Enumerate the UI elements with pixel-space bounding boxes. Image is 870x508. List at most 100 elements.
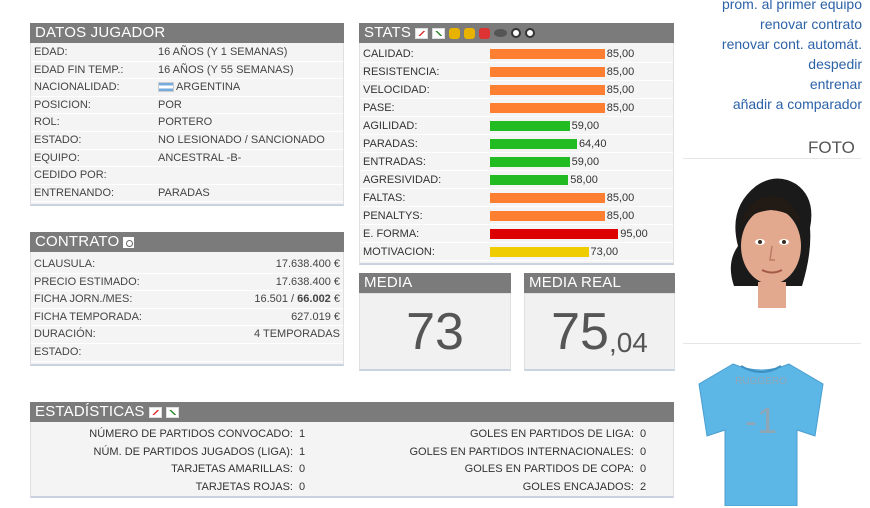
stat-value: 95,00	[620, 228, 648, 240]
media-real-panel: MEDIA REAL 75,04	[524, 273, 675, 371]
contract-row: FICHA JORN./MES: 16.501 / 66.002 €	[31, 291, 343, 309]
chart-icon[interactable]	[432, 27, 446, 39]
media-title: MEDIA	[364, 274, 413, 291]
panel-title: DATOS JUGADOR	[35, 24, 166, 41]
contract-row: DURACIÓN: 4 TEMPORADAS	[31, 326, 343, 344]
stat-value: 85,00	[606, 66, 635, 78]
stat-value: 85,00	[606, 210, 635, 222]
data-row: ENTRENANDO: PARADAS	[31, 185, 343, 203]
stat-row: RESISTENCIA: 85,00	[360, 63, 673, 81]
stat-row: FALTAS: 85,00	[360, 189, 673, 207]
chart-icon[interactable]	[415, 27, 429, 39]
panel-header: MEDIA REAL	[524, 273, 675, 293]
media-real-title: MEDIA REAL	[529, 274, 622, 291]
stat-label: RESISTENCIA:	[363, 66, 440, 78]
stat-row: PARADAS: 64,40	[360, 135, 673, 153]
stat-row: CALIDAD: 85,00	[360, 45, 673, 63]
data-row: EQUIPO: ANCESTRAL -B-	[31, 150, 343, 168]
data-row: ESTADO: NO LESIONADO / SANCIONADO	[31, 132, 343, 150]
renew-contract-link[interactable]: renovar contrato	[760, 16, 862, 32]
stat-value: 64,40	[578, 138, 607, 150]
panel-title: STATS	[364, 24, 412, 41]
panel-header: MEDIA	[359, 273, 511, 293]
stat-label: PENALTYS:	[363, 210, 423, 222]
boot-icon[interactable]	[479, 27, 491, 39]
chart-icon[interactable]	[148, 406, 162, 418]
zoom-icon[interactable]	[511, 28, 522, 38]
dismiss-link[interactable]: despedir	[808, 56, 862, 72]
stat-value: 59,00	[571, 120, 600, 132]
stat-bar	[490, 103, 605, 113]
stat-value: 59,00	[571, 156, 600, 168]
photo-title: FOTO	[808, 138, 855, 157]
boot-icon[interactable]	[449, 27, 461, 39]
eye-icon[interactable]	[494, 29, 508, 37]
stat-bar	[490, 67, 605, 77]
stat-value: 85,00	[606, 102, 635, 114]
player-shirt: RUGGERO -1	[693, 356, 829, 507]
player-data-panel: DATOS JUGADOR EDAD: 16 AÑOS (Y 1 SEMANAS)…	[30, 23, 344, 207]
stat-bar	[490, 193, 605, 203]
stat-label: MOTIVACION:	[363, 246, 435, 258]
stat-row: PASE: 85,00	[360, 99, 673, 117]
stat-bar	[490, 139, 577, 149]
data-row: POSICION: POR	[31, 97, 343, 115]
stat-label: AGILIDAD:	[363, 120, 418, 132]
shirt-number: -1	[744, 400, 777, 441]
panel-title: CONTRATO	[35, 233, 120, 250]
data-row: NACIONALIDAD: ARGENTINA	[31, 79, 343, 97]
zoom-icon[interactable]	[525, 28, 536, 38]
stat-value: 58,00	[570, 174, 598, 186]
player-photo	[716, 168, 824, 308]
estadisticas-right: GOLES EN PARTIDOS DE LIGA: 0 GOLES EN PAR…	[409, 428, 647, 493]
player-actions: prom. al primer equipo renovar contrato …	[722, 0, 862, 114]
clock-icon[interactable]	[123, 236, 135, 248]
stat-bar	[490, 175, 569, 185]
contract-row: ESTADO:	[31, 344, 343, 362]
panel-header: STATS	[359, 23, 674, 43]
promote-link[interactable]: prom. al primer equipo	[721, 0, 862, 12]
stat-row: PENALTYS: 85,00	[360, 207, 673, 225]
stat-bar	[490, 85, 605, 95]
stat-label: FALTAS:	[363, 192, 406, 204]
stat-label: VELOCIDAD:	[363, 84, 430, 96]
stat-row: ENTRADAS: 59,00	[360, 153, 673, 171]
data-row: ROL: PORTERO	[31, 114, 343, 132]
stat-label: E. FORMA:	[363, 228, 420, 240]
panel-header: CONTRATO	[30, 232, 344, 252]
stat-bar	[490, 211, 605, 221]
stat-value: 85,00	[606, 84, 635, 96]
media-value: 73	[406, 302, 464, 361]
data-row: EDAD FIN TEMP.: 16 AÑOS (Y 55 SEMANAS)	[31, 62, 343, 80]
panel-title: ESTADÍSTICAS	[35, 403, 145, 420]
train-link[interactable]: entrenar	[809, 76, 862, 92]
stat-value: 85,00	[606, 48, 635, 60]
auto-renew-link[interactable]: renovar cont. automát.	[721, 36, 862, 52]
stat-row: MOTIVACION: 73,00	[360, 243, 673, 261]
estadisticas-panel: ESTADÍSTICAS NÚMERO DE PARTIDOS CONVOCAD…	[30, 402, 674, 498]
shirt-name: RUGGERO	[735, 376, 787, 387]
argentina-flag-icon	[158, 82, 174, 93]
media-real-dec: ,04	[608, 326, 648, 358]
estadisticas-left: NÚMERO DE PARTIDOS CONVOCADO: 1 NÚM. DE P…	[89, 428, 306, 493]
stat-bar	[490, 247, 589, 257]
panel-header: DATOS JUGADOR	[30, 23, 344, 43]
stat-bar	[490, 157, 570, 167]
stat-value: 73,00	[590, 246, 619, 258]
contract-row: PRECIO ESTIMADO: 17.638.400 €	[31, 274, 343, 292]
stat-label: CALIDAD:	[363, 48, 414, 60]
photo-divider	[683, 158, 861, 159]
contract-row: FICHA TEMPORADA: 627.019 €	[31, 309, 343, 327]
data-row: EDAD: 16 AÑOS (Y 1 SEMANAS)	[31, 44, 343, 62]
shirt-divider	[683, 343, 861, 344]
media-real-int: 75	[551, 302, 609, 361]
stat-bar	[490, 229, 619, 239]
chart-icon[interactable]	[165, 406, 179, 418]
panel-header: ESTADÍSTICAS	[30, 402, 674, 422]
media-panel: MEDIA 73	[359, 273, 511, 371]
stat-row: AGRESIVIDAD: 58,00	[360, 171, 673, 189]
stat-label: PARADAS:	[363, 138, 418, 150]
compare-link[interactable]: añadir a comparador	[732, 96, 862, 112]
contract-panel: CONTRATO CLAUSULA: 17.638.400 € PRECIO ES…	[30, 232, 344, 366]
boot-icon[interactable]	[464, 27, 476, 39]
